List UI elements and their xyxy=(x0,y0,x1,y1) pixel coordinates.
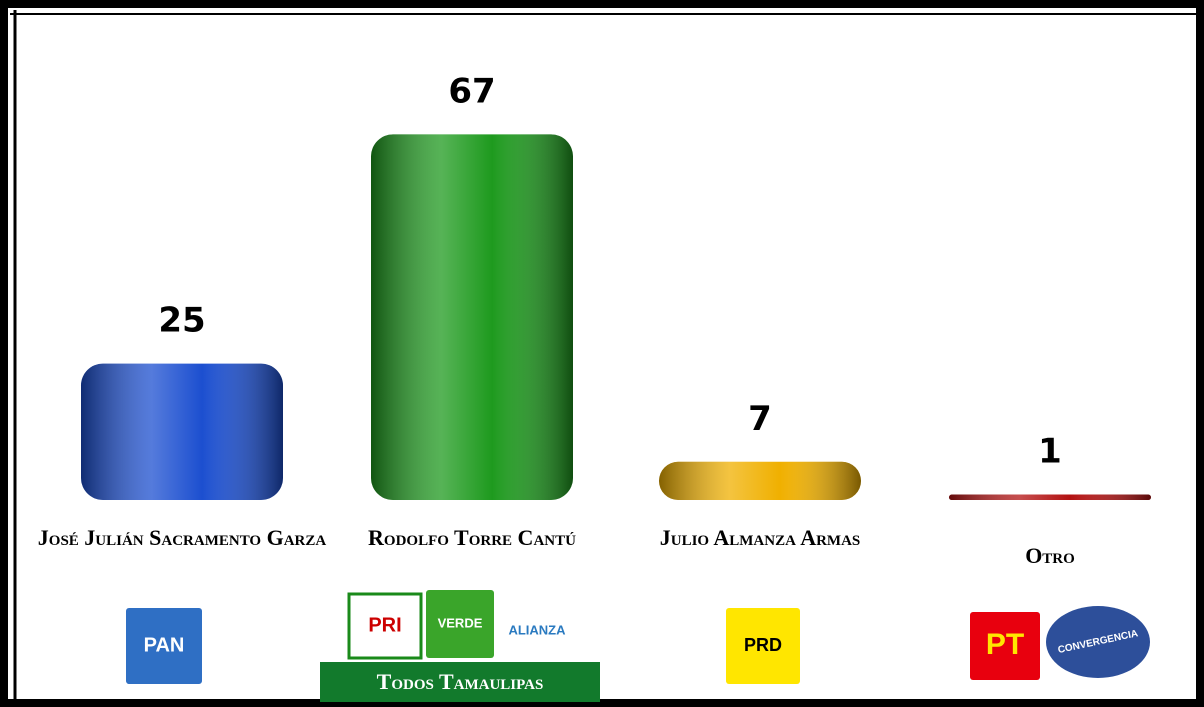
bar-shade xyxy=(659,461,861,500)
party-logo-text: PRI xyxy=(368,614,401,636)
value-label: 25 xyxy=(158,301,205,341)
bar-shade xyxy=(949,494,1151,500)
party-logo-text: PT xyxy=(986,628,1024,661)
party-logo xyxy=(126,608,202,684)
bar-shade xyxy=(371,134,573,500)
party-logo-text: PAN xyxy=(144,634,185,656)
bar-shade xyxy=(81,363,283,500)
category-label: José Julián Sacramento Garza xyxy=(37,525,327,550)
party-logo-text: PRD xyxy=(744,635,782,655)
party-logo-text: ALIANZA xyxy=(508,622,566,637)
value-label: 67 xyxy=(448,71,495,111)
party-logo xyxy=(1046,606,1150,678)
party-logo xyxy=(426,590,494,658)
logo-border xyxy=(347,592,423,660)
value-label: 1 xyxy=(1038,432,1062,472)
party-logo xyxy=(970,612,1040,680)
party-logo xyxy=(726,608,800,684)
value-label: 7 xyxy=(748,399,772,439)
party-logo xyxy=(500,604,574,658)
coalition-box xyxy=(320,662,600,702)
category-label: Otro xyxy=(1025,543,1075,568)
party-logo-text: VERDE xyxy=(438,615,483,630)
category-label: Rodolfo Torre Cantú xyxy=(368,525,576,550)
coalition-label: Todos Tamaulipas xyxy=(377,669,544,694)
category-label: Julio Almanza Armas xyxy=(659,525,861,550)
party-logo xyxy=(349,594,421,658)
